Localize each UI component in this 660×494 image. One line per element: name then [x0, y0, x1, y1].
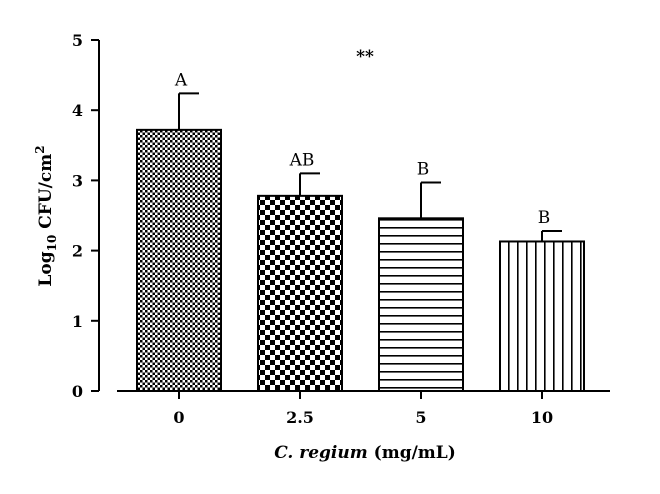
y-axis-title: Log10 CFU/cm2: [33, 145, 59, 286]
significance-letters: A AB B B: [174, 70, 550, 228]
y-tick-label: 4: [72, 101, 83, 120]
x-axis-title: C. regium (mg/mL): [274, 443, 456, 463]
bar: [499, 240, 585, 392]
group-letter: AB: [289, 150, 315, 170]
bar: [136, 128, 222, 393]
bar: [378, 217, 464, 392]
y-tick-label: 5: [72, 31, 83, 50]
x-tick-label: 5: [415, 408, 426, 427]
group-letter: A: [174, 70, 188, 90]
group-letter: B: [417, 160, 430, 180]
y-tick-label: 1: [72, 312, 83, 331]
error-bars: [178, 92, 562, 242]
bar: [257, 194, 343, 392]
x-axis: 0 2.5 5 10: [117, 390, 610, 427]
group-letter: B: [538, 208, 551, 228]
y-tick-label: 2: [72, 242, 83, 261]
y-axis: 0 1 2 3 4 5: [72, 31, 100, 401]
significance-annotation: **: [356, 47, 374, 67]
y-tick-label: 0: [72, 382, 83, 401]
y-tick-label: 3: [72, 171, 83, 190]
x-tick-label: 2.5: [286, 408, 314, 427]
x-tick-label: 10: [531, 408, 553, 427]
bars: [136, 128, 585, 393]
x-tick-label: 0: [173, 408, 184, 427]
